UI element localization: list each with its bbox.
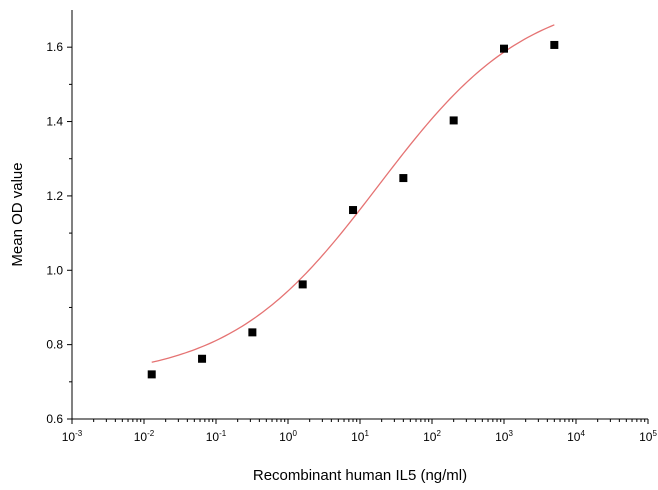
y-tick-label: 0.8 [46, 338, 63, 352]
x-axis-ticks: 10-3 10-2 10-1 100 101 102 103 104 105 [62, 419, 657, 444]
x-tick-exponent: -1 [219, 429, 227, 438]
data-point [198, 354, 207, 363]
x-tick-base: 10 [423, 430, 437, 444]
data-point [349, 206, 358, 215]
data-points [147, 40, 559, 379]
x-tick-base: 10 [567, 430, 581, 444]
x-axis-title: Recombinant human IL5 (ng/ml) [253, 467, 467, 484]
fit-curve [151, 24, 555, 363]
data-point [449, 116, 458, 125]
y-tick-label: 1.0 [46, 263, 63, 277]
data-point [550, 40, 559, 49]
x-tick-exponent: 5 [652, 429, 657, 438]
y-tick-label: 1.4 [46, 115, 63, 129]
x-tick-label: 103 [495, 429, 513, 444]
x-tick-base: 10 [639, 430, 653, 444]
x-tick-label: 10-3 [62, 429, 83, 444]
y-tick-label: 1.6 [46, 40, 63, 54]
x-tick-label: 105 [639, 429, 657, 444]
x-tick-base: 10 [279, 430, 293, 444]
x-tick-label: 100 [279, 429, 297, 444]
data-point [298, 280, 307, 289]
x-tick-label: 10-2 [134, 429, 155, 444]
y-tick-label: 0.6 [46, 412, 63, 426]
x-tick-label: 102 [423, 429, 441, 444]
x-tick-label: 104 [567, 429, 585, 444]
data-point [500, 44, 508, 53]
x-tick-base: 10 [134, 430, 148, 444]
y-axis-title: Mean OD value [9, 162, 26, 266]
x-tick-base: 10 [62, 430, 76, 444]
data-point [399, 174, 408, 183]
y-tick-label: 1.2 [46, 189, 63, 203]
x-tick-exponent: 2 [436, 429, 441, 438]
x-tick-exponent: 0 [292, 429, 297, 438]
x-tick-exponent: -3 [75, 429, 83, 438]
x-tick-exponent: -2 [147, 429, 155, 438]
x-tick-exponent: 1 [364, 429, 369, 438]
x-tick-label: 101 [351, 429, 369, 444]
x-tick-exponent: 3 [508, 429, 513, 438]
x-tick-base: 10 [351, 430, 365, 444]
x-tick-exponent: 4 [580, 429, 585, 438]
y-axis-ticks: 0.6 0.8 1.0 1.2 1.4 1.6 [46, 40, 72, 426]
x-tick-base: 10 [206, 430, 220, 444]
data-point [248, 328, 257, 337]
x-tick-base: 10 [495, 430, 509, 444]
x-tick-label: 10-1 [206, 429, 227, 444]
data-point [147, 370, 156, 379]
